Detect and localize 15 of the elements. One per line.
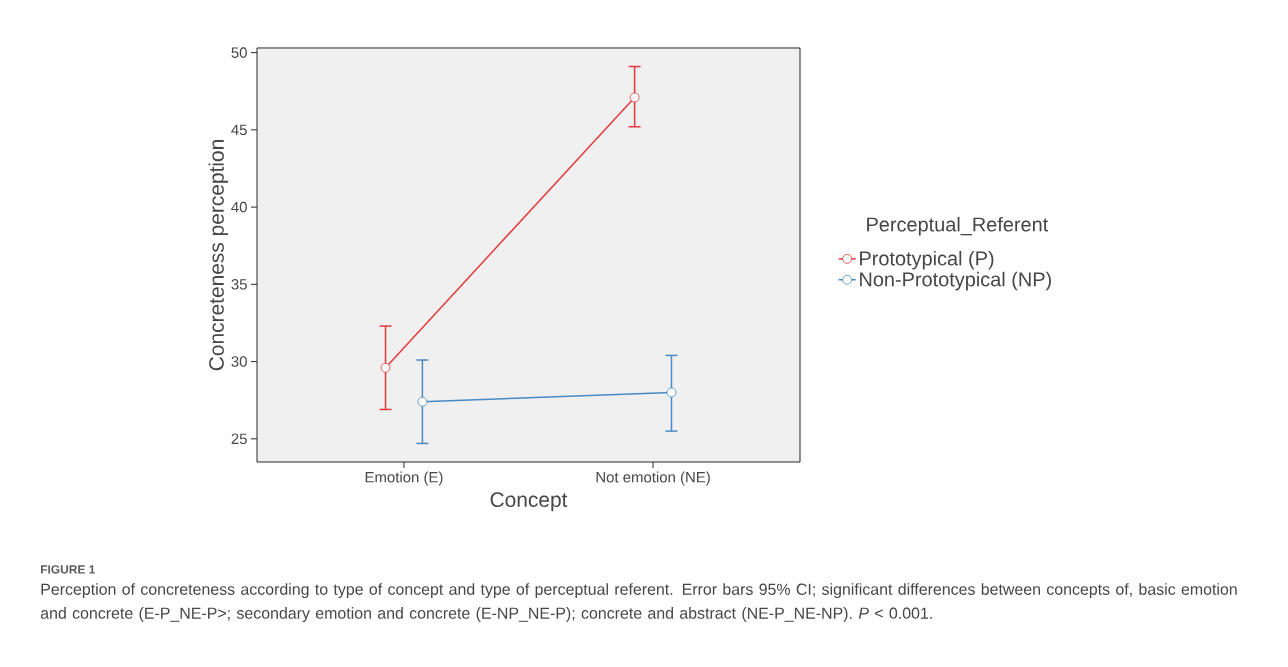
text: FIGURE 1 — [41, 565, 95, 574]
y-tick-label: 45 — [231, 124, 247, 136]
y-axis-title: Concreteness perception — [208, 140, 229, 371]
x-tick-label: Emotion (E) — [365, 471, 443, 486]
text: Perception of concreteness according to type of concept and type of perceptual referent. Error bars 95% CI; significant differences between concepts of, basic emotion and concrete (E-P_NE-P>; secondary emotion and concrete (E-NP_NE-P); concrete and abstract (NE-P_NE-NP). P < 0.001. — [40, 583, 1237, 622]
y-tick-label: 35 — [231, 279, 247, 290]
y-tick-label: 40 — [231, 201, 247, 213]
x-tick-label: Not emotion (NE) — [596, 471, 710, 486]
x-axis-title: Concept — [490, 492, 568, 512]
y-tick-label: 25 — [231, 433, 247, 445]
y-tick-label: 30 — [231, 356, 247, 367]
legend-title: Perceptual_Referent — [867, 216, 1049, 236]
legend-label: Prototypical (P) — [860, 250, 994, 270]
legend-label: Non-Prototypical (NP) — [860, 271, 1051, 291]
y-tick-label: 50 — [231, 47, 247, 58]
